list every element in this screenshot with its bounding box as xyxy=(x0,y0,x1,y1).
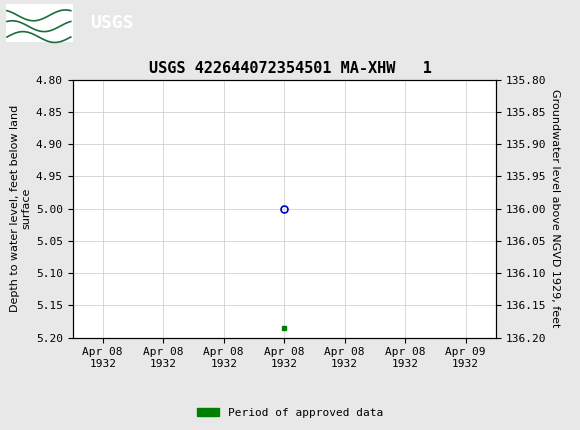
Bar xyxy=(6,3,72,42)
Legend: Period of approved data: Period of approved data xyxy=(193,403,387,422)
Text: USGS 422644072354501 MA-XHW   1: USGS 422644072354501 MA-XHW 1 xyxy=(148,61,432,76)
Text: USGS: USGS xyxy=(90,14,133,31)
Y-axis label: Depth to water level, feet below land
surface: Depth to water level, feet below land su… xyxy=(10,105,32,312)
Y-axis label: Groundwater level above NGVD 1929, feet: Groundwater level above NGVD 1929, feet xyxy=(550,89,560,328)
